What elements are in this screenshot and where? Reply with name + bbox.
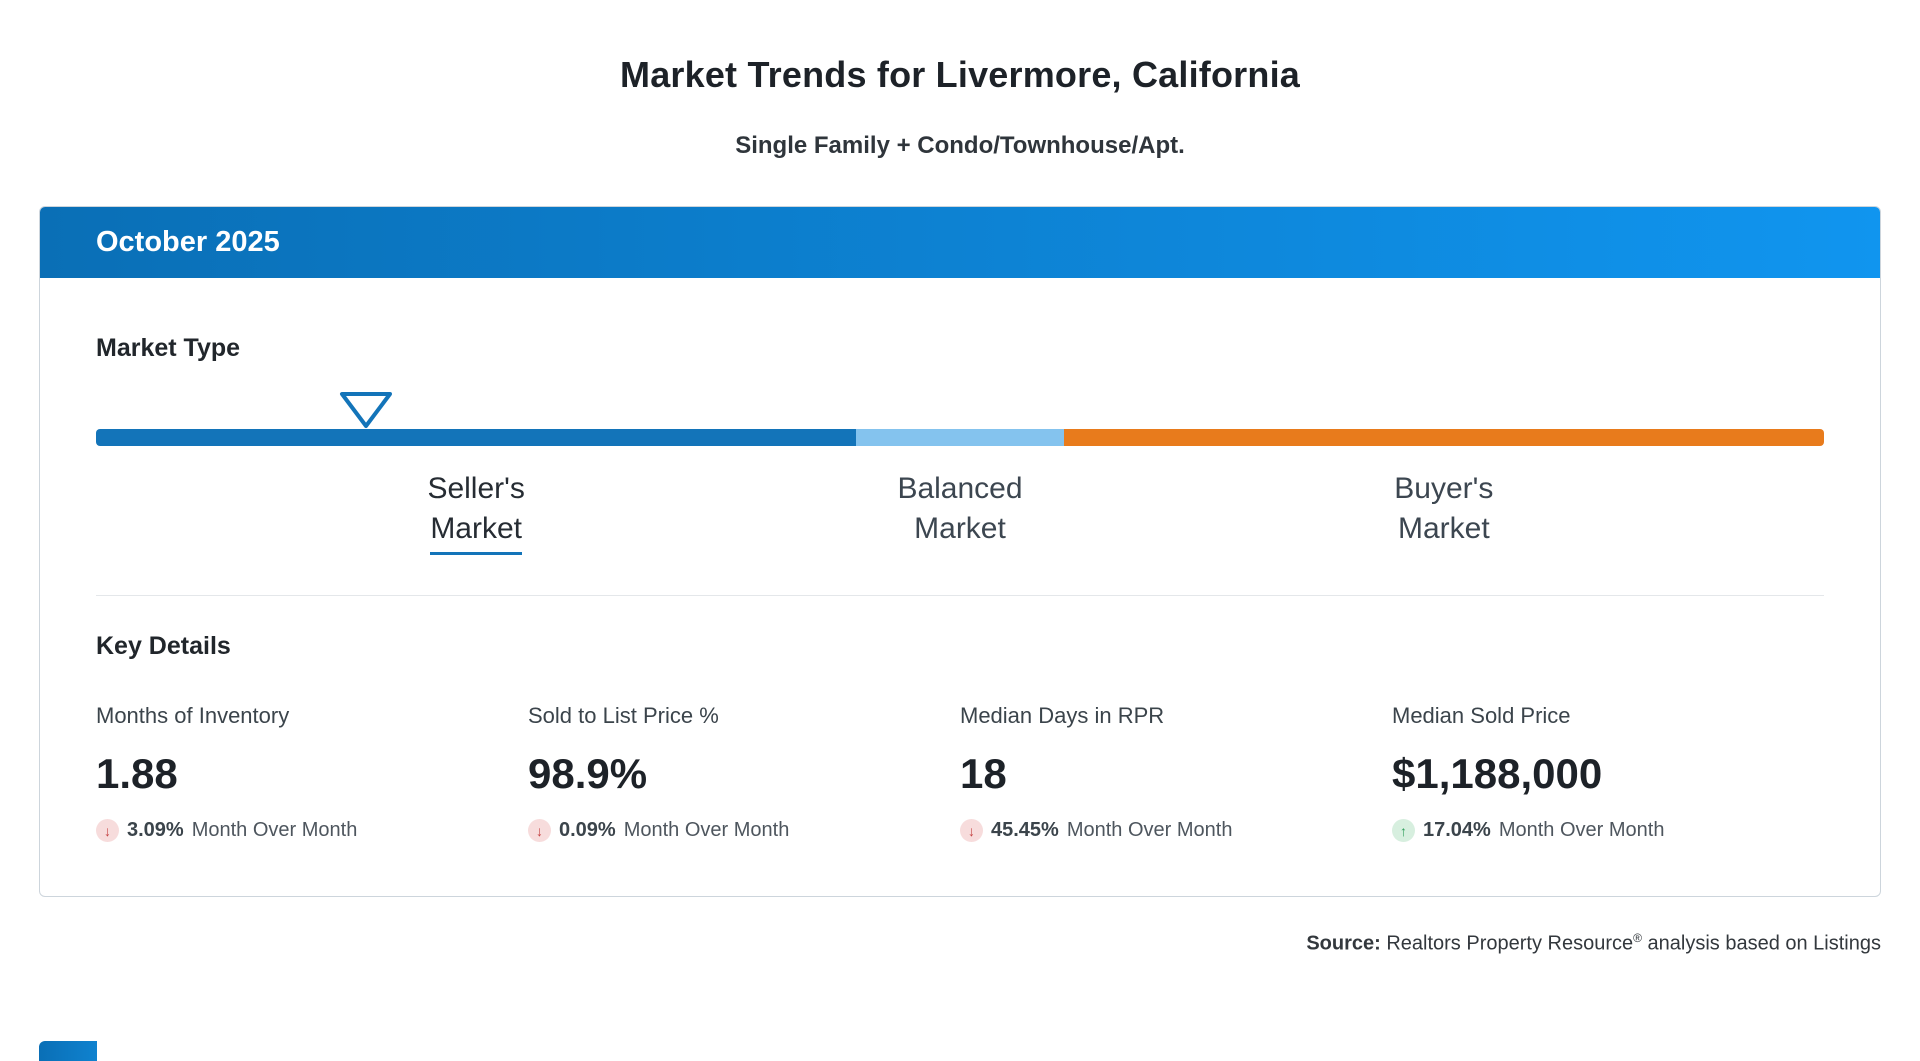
month-label: October 2025 — [96, 226, 280, 258]
metric-value: 98.9% — [528, 750, 648, 797]
metric-median-days-in-rpr: Median Days in RPR 18 ↓ 45.45% Month Ove… — [960, 703, 1392, 842]
source-suffix: analysis based on Listings — [1641, 932, 1882, 955]
metric-sold-to-list-price: Sold to List Price % 98.9% ↓ 0.09% Month… — [528, 703, 960, 842]
metric-value: 1.88 — [96, 750, 178, 797]
metric-label: Sold to List Price % — [528, 703, 719, 728]
change-percent: 45.45% — [991, 819, 1059, 841]
market-trends-card: October 2025 Market Type Seller's Market — [39, 206, 1881, 897]
gauge-indicator-icon — [339, 391, 393, 429]
metric-change: ↑ 17.04% Month Over Month — [1392, 819, 1824, 842]
metric-change: ↓ 0.09% Month Over Month — [528, 819, 960, 842]
metric-change: ↓ 45.45% Month Over Month — [960, 819, 1392, 842]
page-subtitle: Single Family + Condo/Townhouse/Apt. — [735, 132, 1185, 159]
metric-change: ↓ 3.09% Month Over Month — [96, 819, 528, 842]
metric-months-of-inventory: Months of Inventory 1.88 ↓ 3.09% Month O… — [96, 703, 528, 842]
market-type-gauge: Seller's Market Balanced Market Buyer's … — [96, 389, 1824, 555]
market-label-buyers: Buyer's Market — [1394, 472, 1494, 545]
source-text: Realtors Property Resource — [1380, 932, 1634, 955]
market-label-balanced: Balanced Market — [897, 472, 1023, 545]
metric-value: $1,188,000 — [1392, 750, 1603, 797]
change-percent: 0.09% — [559, 819, 616, 841]
page-title: Market Trends for Livermore, California — [620, 54, 1300, 95]
market-label-sellers: Seller's Market — [96, 469, 856, 555]
change-period: Month Over Month — [191, 819, 358, 841]
up-arrow-icon: ↑ — [1392, 819, 1415, 842]
change-period: Month Over Month — [1498, 819, 1665, 841]
section-divider — [96, 595, 1824, 596]
key-details-metrics: Months of Inventory 1.88 ↓ 3.09% Month O… — [96, 703, 1824, 842]
card-header: October 2025 — [40, 207, 1880, 278]
card-body: Market Type Seller's Market Balanced — [40, 334, 1880, 896]
change-period: Month Over Month — [1066, 819, 1233, 841]
change-period: Month Over Month — [623, 819, 790, 841]
gauge-segment-balanced — [856, 429, 1064, 446]
metric-value: 18 — [960, 750, 1007, 797]
metric-label: Months of Inventory — [96, 703, 290, 728]
change-percent: 17.04% — [1423, 819, 1491, 841]
down-arrow-icon: ↓ — [96, 819, 119, 842]
key-details-heading: Key Details — [96, 632, 231, 660]
down-arrow-icon: ↓ — [528, 819, 551, 842]
down-arrow-icon: ↓ — [960, 819, 983, 842]
market-type-bar — [96, 429, 1824, 446]
market-type-heading: Market Type — [96, 334, 241, 362]
metric-median-sold-price: Median Sold Price $1,188,000 ↑ 17.04% Mo… — [1392, 703, 1824, 842]
metric-label: Median Days in RPR — [960, 703, 1165, 728]
source-note: Source: Realtors Property Resource® anal… — [0, 931, 1920, 956]
gauge-segment-buyers — [1063, 429, 1824, 446]
market-type-labels: Seller's Market Balanced Market Buyer's … — [96, 469, 1824, 555]
metric-label: Median Sold Price — [1392, 703, 1571, 728]
down-triangle-icon — [339, 392, 392, 428]
change-percent: 3.09% — [127, 819, 184, 841]
registered-mark: ® — [1633, 931, 1642, 945]
gauge-segment-sellers — [96, 429, 857, 446]
source-label: Source: — [1306, 932, 1381, 955]
next-card-header-peek — [39, 1041, 97, 1061]
